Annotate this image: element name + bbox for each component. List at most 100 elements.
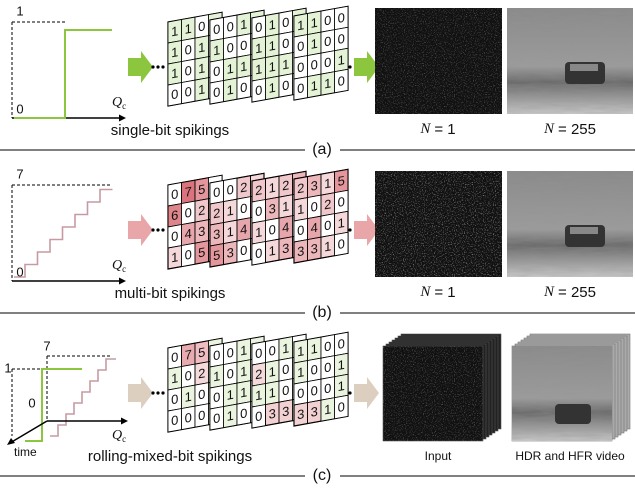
cell-value: 1 (227, 387, 234, 403)
cell-value: 0 (338, 336, 345, 352)
cell-value: 0 (338, 236, 345, 252)
cell-value: 0 (240, 405, 247, 421)
text-span: N (419, 121, 431, 137)
cell-value: 0 (227, 345, 234, 361)
text-span: N (543, 284, 555, 300)
cell-value: 1 (240, 342, 247, 358)
cell-value: 0 (282, 382, 289, 398)
arrow-head (119, 278, 126, 285)
ellipsis-dot (151, 391, 154, 394)
axis-x-label: Qc (112, 95, 126, 111)
cell-value: 0 (297, 222, 304, 238)
spike-grid: 2315102004013310 (294, 169, 348, 263)
cell-value: 0 (227, 366, 234, 382)
cell-value: 1 (282, 340, 289, 356)
cell-value: 4 (311, 220, 318, 236)
step-line (14, 190, 113, 278)
cell-value: 1 (297, 343, 304, 359)
cell-value: 1 (324, 75, 331, 91)
cell-value: 1 (338, 215, 345, 231)
cell-value: 3 (213, 226, 220, 242)
cell-value: 4 (185, 226, 192, 242)
cell-value: 1 (227, 203, 234, 219)
ellipsis-dot (161, 228, 164, 231)
cell-value: 2 (198, 365, 205, 381)
cell-value: 0 (213, 84, 220, 100)
output-texture (512, 346, 612, 441)
panel: 70Qc075060210431105300212103314053012123… (0, 166, 635, 321)
cell-value: 0 (324, 359, 331, 375)
cell-value: 1 (269, 80, 276, 96)
cell-value: 0 (198, 386, 205, 402)
panel: 170timeQc0751102101010001001110100110010… (0, 332, 635, 484)
cell-value: 0 (338, 10, 345, 26)
ellipsis-dot (156, 65, 159, 68)
cell-value: 2 (282, 177, 289, 193)
cell-value: 3 (311, 404, 318, 420)
cell-value: 1 (227, 408, 234, 424)
text-span: c (122, 434, 126, 444)
cell-value: 5 (198, 344, 205, 360)
flow-arrow (128, 377, 153, 409)
cell-value: 3 (311, 178, 318, 194)
cell-value: 1 (297, 364, 304, 380)
output-noise (375, 171, 502, 277)
text-span: c (122, 264, 126, 274)
panel-caption: multi-bit spikings (115, 285, 226, 302)
cell-value: 0 (255, 82, 262, 98)
axis-top-label: 1 (4, 360, 11, 375)
cell-value: 1 (282, 198, 289, 214)
cell-value: 0 (338, 73, 345, 89)
cell-value: 1 (171, 370, 178, 386)
cell-value: 0 (171, 391, 178, 407)
cell-value: 1 (255, 224, 262, 240)
cell-value: 3 (198, 223, 205, 239)
axis-bottom-label: 0 (16, 101, 23, 116)
cell-value: 4 (282, 219, 289, 235)
cell-value: 7 (185, 347, 192, 363)
cell-value: 0 (227, 182, 234, 198)
cell-value: 0 (227, 40, 234, 56)
cell-value: 0 (240, 200, 247, 216)
ellipsis-dot (156, 391, 159, 394)
cell-value: 0 (240, 37, 247, 53)
axis-top-label: 7 (16, 166, 23, 181)
ellipsis-dot (156, 228, 159, 231)
cell-value: 0 (213, 347, 220, 363)
cell-value: 0 (185, 63, 192, 79)
cell-value: 1 (297, 17, 304, 33)
cell-value: 2 (297, 180, 304, 196)
cell-value: 0 (255, 345, 262, 361)
output-label: N= 255 (543, 284, 596, 301)
cell-value: 2 (255, 182, 262, 198)
panel-tag: (a) (312, 141, 332, 158)
cell-value: 0 (255, 19, 262, 35)
ellipsis-dot (161, 65, 164, 68)
output-label: N= 1 (419, 121, 455, 138)
cell-value: 1 (213, 42, 220, 58)
cell-value: 1 (338, 357, 345, 373)
cell-value: 2 (324, 196, 331, 212)
cell-value: 1 (338, 378, 345, 394)
cell-value: 3 (297, 406, 304, 422)
cell-value: 1 (311, 78, 318, 94)
axis-z-label: time (14, 445, 37, 459)
ellipsis-dot (348, 65, 351, 68)
cell-value: 1 (227, 82, 234, 98)
cell-value: 0 (311, 362, 318, 378)
cell-value: 0 (324, 54, 331, 70)
cell-value: 1 (269, 59, 276, 75)
cell-value: 1 (324, 401, 331, 417)
cell-value: 1 (198, 60, 205, 76)
car-window (570, 64, 598, 71)
output-texture (507, 8, 633, 114)
output-label: N= 255 (543, 121, 596, 138)
cell-value: 1 (324, 238, 331, 254)
cell-value: 1 (255, 61, 262, 77)
cell-value: 1 (338, 52, 345, 68)
cell-value: 1 (269, 38, 276, 54)
cell-value: 3 (311, 241, 318, 257)
cell-value: 1 (269, 17, 276, 33)
text-span: Q (112, 428, 122, 443)
panel-tag: (c) (313, 467, 332, 484)
